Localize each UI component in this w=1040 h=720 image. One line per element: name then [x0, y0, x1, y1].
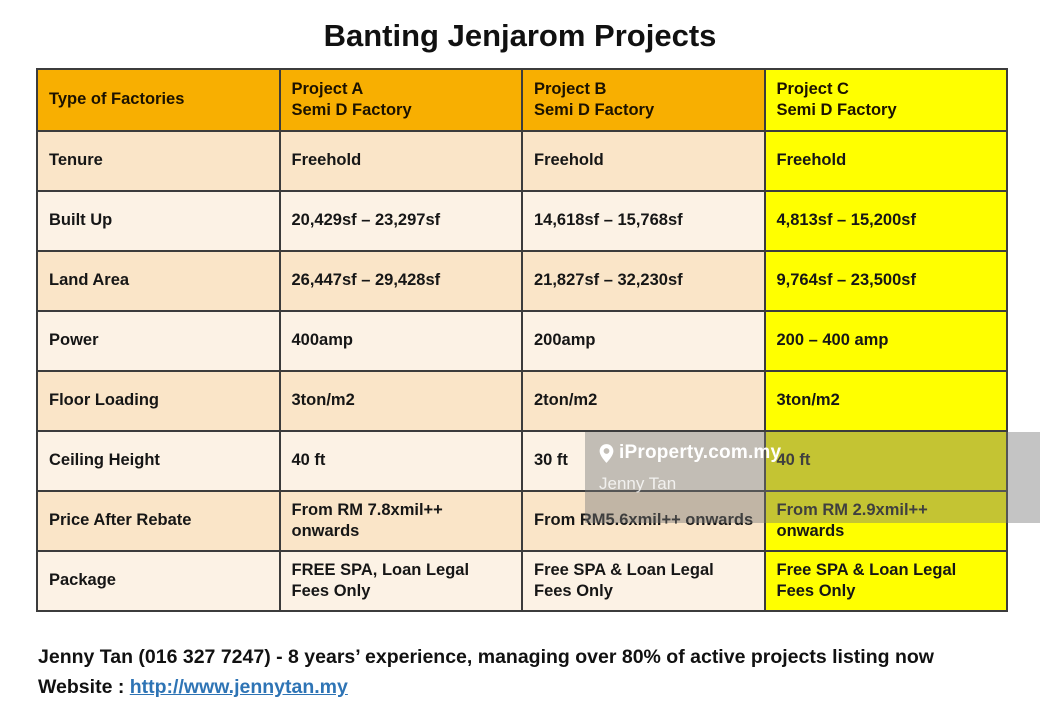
row-tenure: Tenure Freehold Freehold Freehold — [36, 130, 1008, 192]
cell-value: 200 – 400 amp — [763, 310, 1008, 372]
table-header-row: Type of Factories Project A Semi D Facto… — [36, 68, 1008, 132]
row-label: Tenure — [36, 130, 281, 192]
watermark-brand-text: iProperty.com.my — [619, 442, 782, 463]
cell-value: 3ton/m2 — [278, 370, 523, 432]
row-label: Ceiling Height — [36, 430, 281, 492]
row-power: Power 400amp 200amp 200 – 400 amp — [36, 310, 1008, 372]
watermark-agent-name: Jenny Tan — [599, 474, 677, 493]
watermark-brand-row: iProperty.com.my — [599, 442, 1040, 464]
cell-value: Freehold — [763, 130, 1008, 192]
project-a-subtitle: Semi D Factory — [291, 101, 412, 119]
project-b-name: Project B — [534, 79, 607, 98]
website-line: Website : http://www.jennytan.my — [38, 676, 1028, 699]
cell-value: Free SPA & Loan Legal Fees Only — [763, 550, 1008, 612]
row-label: Land Area — [36, 250, 281, 312]
row-label: Built Up — [36, 190, 281, 252]
row-price-after-rebate: Price After Rebate From RM 7.8xmil++ onw… — [36, 490, 1008, 552]
row-label: Package — [36, 550, 281, 612]
row-label: Floor Loading — [36, 370, 281, 432]
cell-value: 200amp — [521, 310, 766, 372]
cell-value: 21,827sf – 32,230sf — [521, 250, 766, 312]
website-label: Website : — [38, 676, 130, 698]
location-pin-icon — [599, 443, 614, 463]
row-built-up: Built Up 20,429sf – 23,297sf 14,618sf – … — [36, 190, 1008, 252]
row-label: Price After Rebate — [36, 490, 281, 552]
cell-value: Freehold — [278, 130, 523, 192]
cell-value: 2ton/m2 — [521, 370, 766, 432]
col-header-project-a: Project A Semi D Factory — [278, 68, 523, 132]
col-header-project-b: Project B Semi D Factory — [521, 68, 766, 132]
col-header-project-c: Project C Semi D Factory — [763, 68, 1008, 132]
agent-info-line: Jenny Tan (016 327 7247) - 8 years’ expe… — [38, 646, 934, 668]
cell-value: 3ton/m2 — [763, 370, 1008, 432]
cell-value: Free SPA & Loan Legal Fees Only — [521, 550, 766, 612]
cell-value: 40 ft — [278, 430, 523, 492]
row-label: Power — [36, 310, 281, 372]
project-c-subtitle: Semi D Factory — [776, 101, 897, 119]
cell-value: From RM 2.9xmil++ onwards — [763, 490, 1008, 552]
page-title: Banting Jenjarom Projects — [323, 18, 717, 53]
cell-value: Freehold — [521, 130, 766, 192]
cell-value: 30 ft — [521, 430, 766, 492]
cell-value: From RM5.6xmil++ onwards — [521, 490, 766, 552]
row-floor-loading: Floor Loading 3ton/m2 2ton/m2 3ton/m2 — [36, 370, 1008, 432]
cell-value: FREE SPA, Loan Legal Fees Only — [278, 550, 523, 612]
row-package: Package FREE SPA, Loan Legal Fees Only F… — [36, 550, 1008, 612]
row-ceiling-height: Ceiling Height 40 ft 30 ft 40 ft — [36, 430, 1008, 492]
cell-value: 400amp — [278, 310, 523, 372]
row-land-area: Land Area 26,447sf – 29,428sf 21,827sf –… — [36, 250, 1008, 312]
cell-value: 20,429sf – 23,297sf — [278, 190, 523, 252]
cell-value: 14,618sf – 15,768sf — [521, 190, 766, 252]
projects-table: Type of Factories Project A Semi D Facto… — [36, 68, 1008, 612]
iproperty-watermark: iProperty.com.my Jenny Tan — [585, 432, 1040, 523]
cell-value: 4,813sf – 15,200sf — [763, 190, 1008, 252]
cell-value: 9,764sf – 23,500sf — [763, 250, 1008, 312]
project-c-name: Project C — [776, 79, 849, 98]
project-a-name: Project A — [291, 79, 364, 98]
project-b-subtitle: Semi D Factory — [534, 101, 655, 119]
cell-value: 40 ft — [763, 430, 1008, 492]
website-link[interactable]: http://www.jennytan.my — [129, 676, 348, 698]
col-header-type-of-factories: Type of Factories — [36, 68, 281, 132]
cell-value: From RM 7.8xmil++ onwards — [278, 490, 523, 552]
cell-value: 26,447sf – 29,428sf — [278, 250, 523, 312]
